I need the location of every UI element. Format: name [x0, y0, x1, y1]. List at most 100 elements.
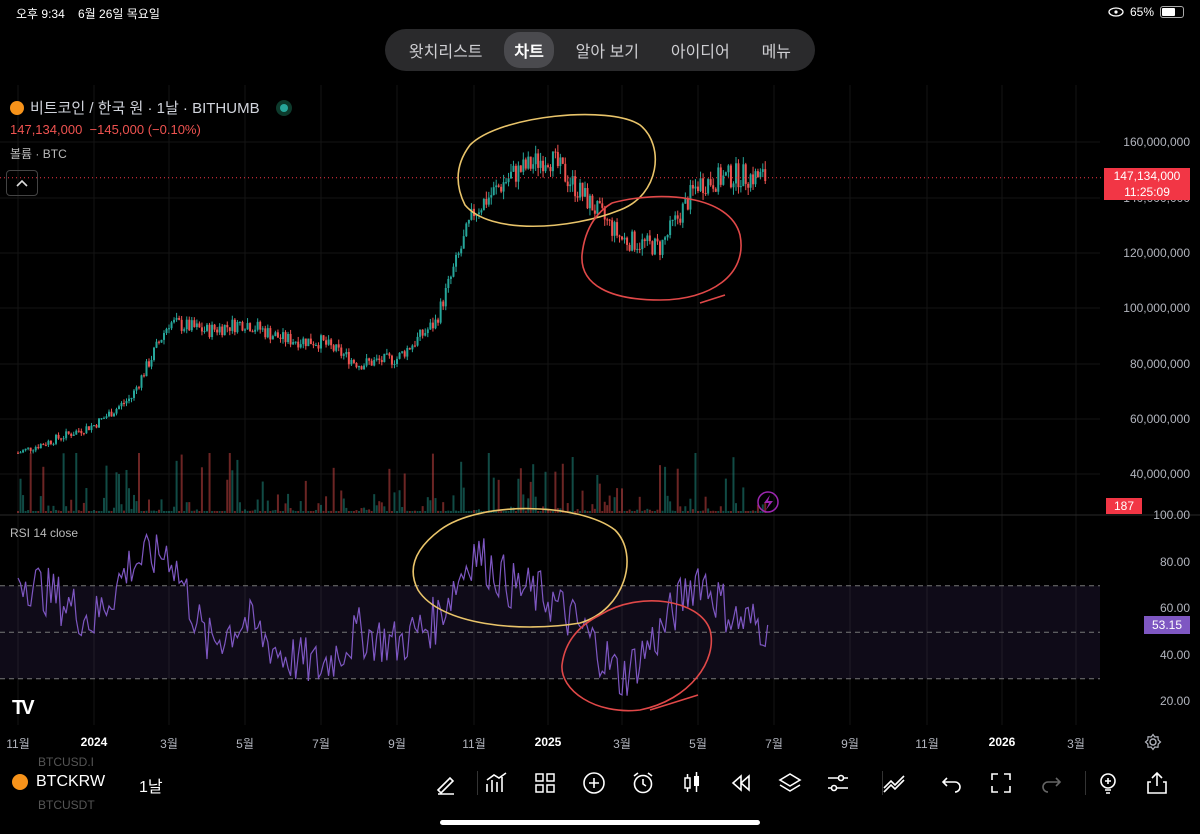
candle-body [449, 276, 452, 279]
candle-body [429, 322, 432, 330]
chart-canvas[interactable] [0, 85, 1200, 760]
fullscreen-button[interactable] [986, 768, 1016, 798]
volume-bar [492, 477, 495, 513]
settings-sliders-button[interactable] [823, 768, 853, 798]
volume-bar [633, 511, 636, 513]
volume-bar [408, 510, 411, 513]
nav-tab-1[interactable]: 차트 [504, 32, 554, 68]
interval-selector[interactable]: 1날 [139, 779, 163, 796]
volume-bar [95, 510, 98, 513]
volume-bar [547, 509, 549, 513]
volume-bar [735, 503, 737, 513]
redo-button[interactable] [1036, 768, 1066, 798]
nav-tab-4[interactable]: 메뉴 [761, 44, 792, 61]
volume-bar [118, 474, 120, 513]
nav-tab-2[interactable]: 알아 보기 [575, 44, 639, 61]
volume-bar [537, 511, 540, 513]
volume-bar [130, 508, 133, 513]
candle-body [52, 443, 55, 445]
volume-bar [373, 494, 376, 513]
volume-bar [739, 510, 742, 513]
candle-body [236, 321, 239, 333]
nav-tab-3[interactable]: 아이디어 [670, 44, 730, 61]
candle-body [223, 324, 226, 336]
replay-button[interactable] [726, 768, 756, 798]
candle-body [195, 323, 198, 328]
volume-bar [742, 487, 745, 513]
volume-bar [385, 511, 388, 513]
candle-body [442, 301, 445, 307]
rsi-tick: 80.00 [1159, 555, 1190, 569]
volume-bar [39, 496, 42, 513]
candle-body [271, 336, 274, 340]
volume-bar [145, 510, 148, 513]
candle-body [406, 348, 409, 357]
candle-type-icon [684, 772, 699, 792]
chart-settings-button[interactable] [1144, 733, 1162, 756]
candle-body [24, 448, 27, 451]
volume-bar [502, 511, 505, 513]
candle-body [185, 319, 188, 330]
volume-bar [256, 499, 259, 513]
candle-body [661, 239, 664, 255]
battery-level [1162, 8, 1175, 16]
volume-bar [24, 510, 27, 513]
candle-body [689, 185, 692, 210]
volume-bar [460, 461, 463, 513]
candle-type-button[interactable] [677, 768, 707, 798]
candle-body [256, 321, 259, 330]
candle-body [160, 339, 163, 343]
symbol-title[interactable]: 비트코인 / 한국 원 · 1날 · BITHUMB [10, 97, 292, 118]
annotation-ellipse-red-rsi [561, 600, 713, 712]
add-circle-button[interactable] [579, 768, 609, 798]
candle-body [368, 358, 371, 361]
candle-body [138, 387, 140, 389]
volume-bar [424, 510, 427, 513]
idea-bulb-button[interactable] [1093, 768, 1123, 798]
volume-bar [566, 503, 569, 513]
candle-body [735, 163, 737, 184]
layers-button[interactable] [775, 768, 805, 798]
volume-bar [480, 510, 483, 513]
collapse-legend-button[interactable] [6, 170, 38, 196]
alert-clock-button[interactable] [628, 768, 658, 798]
candle-body [452, 266, 455, 277]
candle-body [749, 174, 752, 188]
candle-body [65, 431, 68, 439]
volume-bar [401, 507, 404, 513]
strategy-button[interactable] [880, 768, 910, 798]
volume-bar [322, 510, 325, 513]
volume-bar [246, 510, 249, 513]
volume-bar [75, 453, 78, 513]
volume-bar [211, 511, 214, 513]
volume-bar [206, 510, 208, 513]
candle-body [390, 355, 393, 365]
volume-bar [180, 454, 183, 513]
share-button[interactable] [1142, 768, 1172, 798]
volume-bar [679, 506, 682, 513]
indicators-button[interactable] [482, 768, 512, 798]
layout-grid-button[interactable] [530, 768, 560, 798]
candle-body [337, 344, 340, 348]
volume-bar [266, 500, 269, 513]
nav-tab-0[interactable]: 왓치리스트 [408, 44, 483, 61]
candle-body [385, 353, 388, 355]
candle-body [416, 336, 419, 346]
volume-bar [289, 508, 292, 513]
candle-body [656, 238, 659, 242]
symbol-selector[interactable]: BTCKRW [12, 773, 105, 791]
undo-button[interactable] [937, 768, 967, 798]
candle-body [380, 360, 383, 363]
volume-bar [524, 510, 527, 513]
volume-bar [669, 501, 672, 513]
candle-body [618, 235, 621, 237]
candle-body [651, 241, 654, 255]
volume-bar [325, 496, 328, 513]
candle-body [133, 390, 135, 398]
candle-body [613, 222, 616, 236]
draw-pen-button[interactable] [432, 768, 462, 798]
volume-bar [603, 501, 606, 513]
candle-body [643, 239, 646, 242]
candle-body [702, 178, 705, 194]
layout-grid-icon [535, 773, 555, 793]
